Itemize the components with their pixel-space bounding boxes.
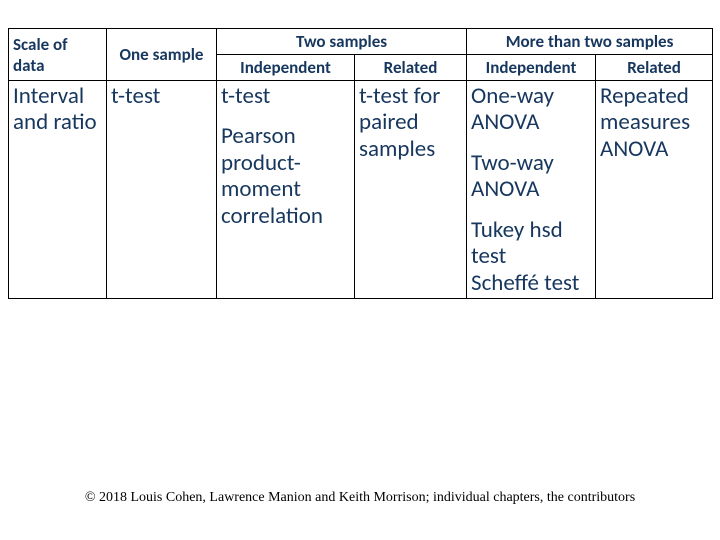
cell-more-ind-p3: Tukey hsd test [471, 217, 591, 270]
table: Scale of data One sample Two samples Mor… [8, 28, 713, 299]
cell-one-sample: t-test [107, 81, 217, 299]
cell-two-related: t-test for paired samples [355, 81, 467, 299]
footer-copyright: © 2018 Louis Cohen, Lawrence Manion and … [0, 490, 720, 506]
cell-two-independent: t-test Pearson product-moment correlatio… [217, 81, 355, 299]
header-two-samples: Two samples [217, 29, 467, 55]
header-more-independent: Independent [467, 55, 596, 81]
header-two-independent: Independent [217, 55, 355, 81]
cell-two-ind-p1: t-test [221, 83, 350, 109]
cell-scale: Interval and ratio [9, 81, 107, 299]
table-header-row-1: Scale of data One sample Two samples Mor… [9, 29, 713, 55]
cell-more-related: Repeated measures ANOVA [596, 81, 713, 299]
stats-table: Scale of data One sample Two samples Mor… [8, 28, 712, 299]
table-row: Interval and ratio t-test t-test Pearson… [9, 81, 713, 299]
header-one-sample: One sample [107, 29, 217, 81]
cell-more-ind-p2: Two-way ANOVA [471, 150, 591, 203]
header-more-related: Related [596, 55, 713, 81]
header-more-than-two: More than two samples [467, 29, 713, 55]
cell-more-independent: One-way ANOVA Two-way ANOVA Tukey hsd te… [467, 81, 596, 299]
header-scale: Scale of data [9, 29, 107, 81]
header-two-related: Related [355, 55, 467, 81]
cell-more-ind-p1: One-way ANOVA [471, 83, 591, 136]
cell-two-ind-p2: Pearson product-moment correlation [221, 123, 350, 229]
cell-more-ind-p4: Scheffé test [471, 270, 591, 296]
